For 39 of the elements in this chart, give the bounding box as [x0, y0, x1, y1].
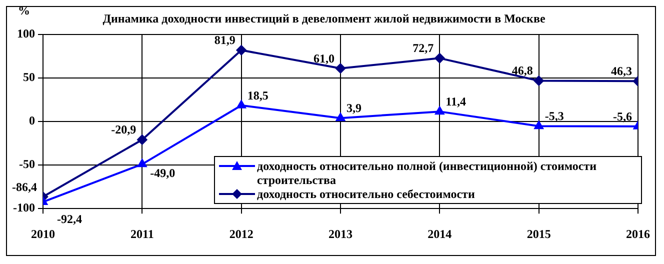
data-label: -86,4: [12, 180, 37, 194]
y-tick-label: 0: [28, 114, 35, 128]
data-label: 46,3: [611, 64, 632, 78]
x-tick-label: 2014: [428, 226, 452, 241]
data-label: 11,4: [446, 94, 466, 109]
y-axis-title: %: [18, 3, 30, 18]
chart-title: Динамика доходности инвестиций в девелопмент жилой недвижимости в Москве: [102, 11, 546, 26]
data-label: 18,5: [247, 88, 268, 102]
point: [336, 63, 346, 74]
x-tick-label: 2013: [328, 226, 352, 241]
point: [435, 106, 444, 115]
point: [236, 100, 246, 108]
x-tick-label: 2015: [526, 226, 551, 241]
x-tick-label: 2012: [229, 226, 254, 241]
point: [138, 159, 147, 168]
data-label: 72,7: [412, 41, 434, 56]
point: [236, 45, 246, 56]
data-label: -92,4: [56, 212, 82, 226]
data-label: 61,0: [314, 51, 334, 66]
data-label: -5,6: [613, 109, 632, 124]
point: [534, 76, 544, 86]
y-tick-label: 50: [22, 70, 35, 84]
data-label: -20,9: [111, 122, 136, 137]
data-label: 46,8: [512, 64, 533, 78]
y-tick-label: 100: [16, 26, 35, 40]
x-tick-label: 2011: [130, 226, 154, 241]
legend-label: доходность относительно себестоимости: [257, 187, 475, 201]
point: [137, 134, 148, 145]
point: [534, 121, 544, 130]
data-label: -5,3: [544, 109, 564, 124]
point: [336, 113, 345, 122]
data-label: -49,0: [150, 166, 176, 180]
x-tick-label: 2010: [30, 226, 55, 241]
data-label: 81,9: [214, 33, 236, 48]
point: [434, 53, 445, 64]
data-label: 3,9: [346, 101, 362, 116]
x-tick-label: 2016: [626, 226, 650, 241]
y-tick-label: -100: [12, 200, 35, 215]
y-tick-label: -50: [18, 157, 35, 172]
